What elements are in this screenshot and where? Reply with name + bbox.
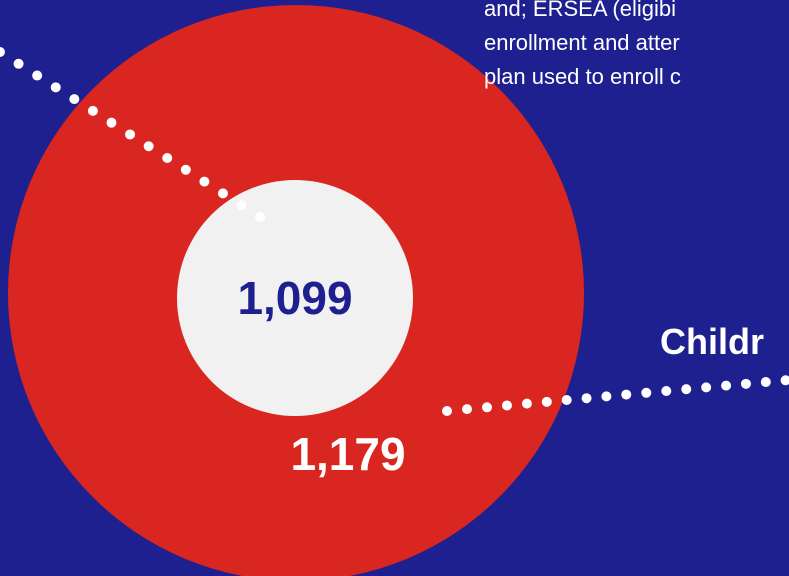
outer-value: 1,179 [290, 428, 406, 480]
dotted-line-lower-right [442, 375, 789, 416]
description-text: and; ERSEA (eligibi enrollment and atter… [484, 0, 789, 94]
dotted-line-upper-left [0, 47, 270, 225]
inner-value: 1,099 [237, 272, 353, 324]
description-line: enrollment and atter [484, 30, 680, 55]
section-heading: Childr [660, 321, 764, 362]
inner-circle [177, 180, 413, 416]
description-line: plan used to enroll c [484, 64, 681, 89]
description-line: and; ERSEA (eligibi [484, 0, 676, 21]
